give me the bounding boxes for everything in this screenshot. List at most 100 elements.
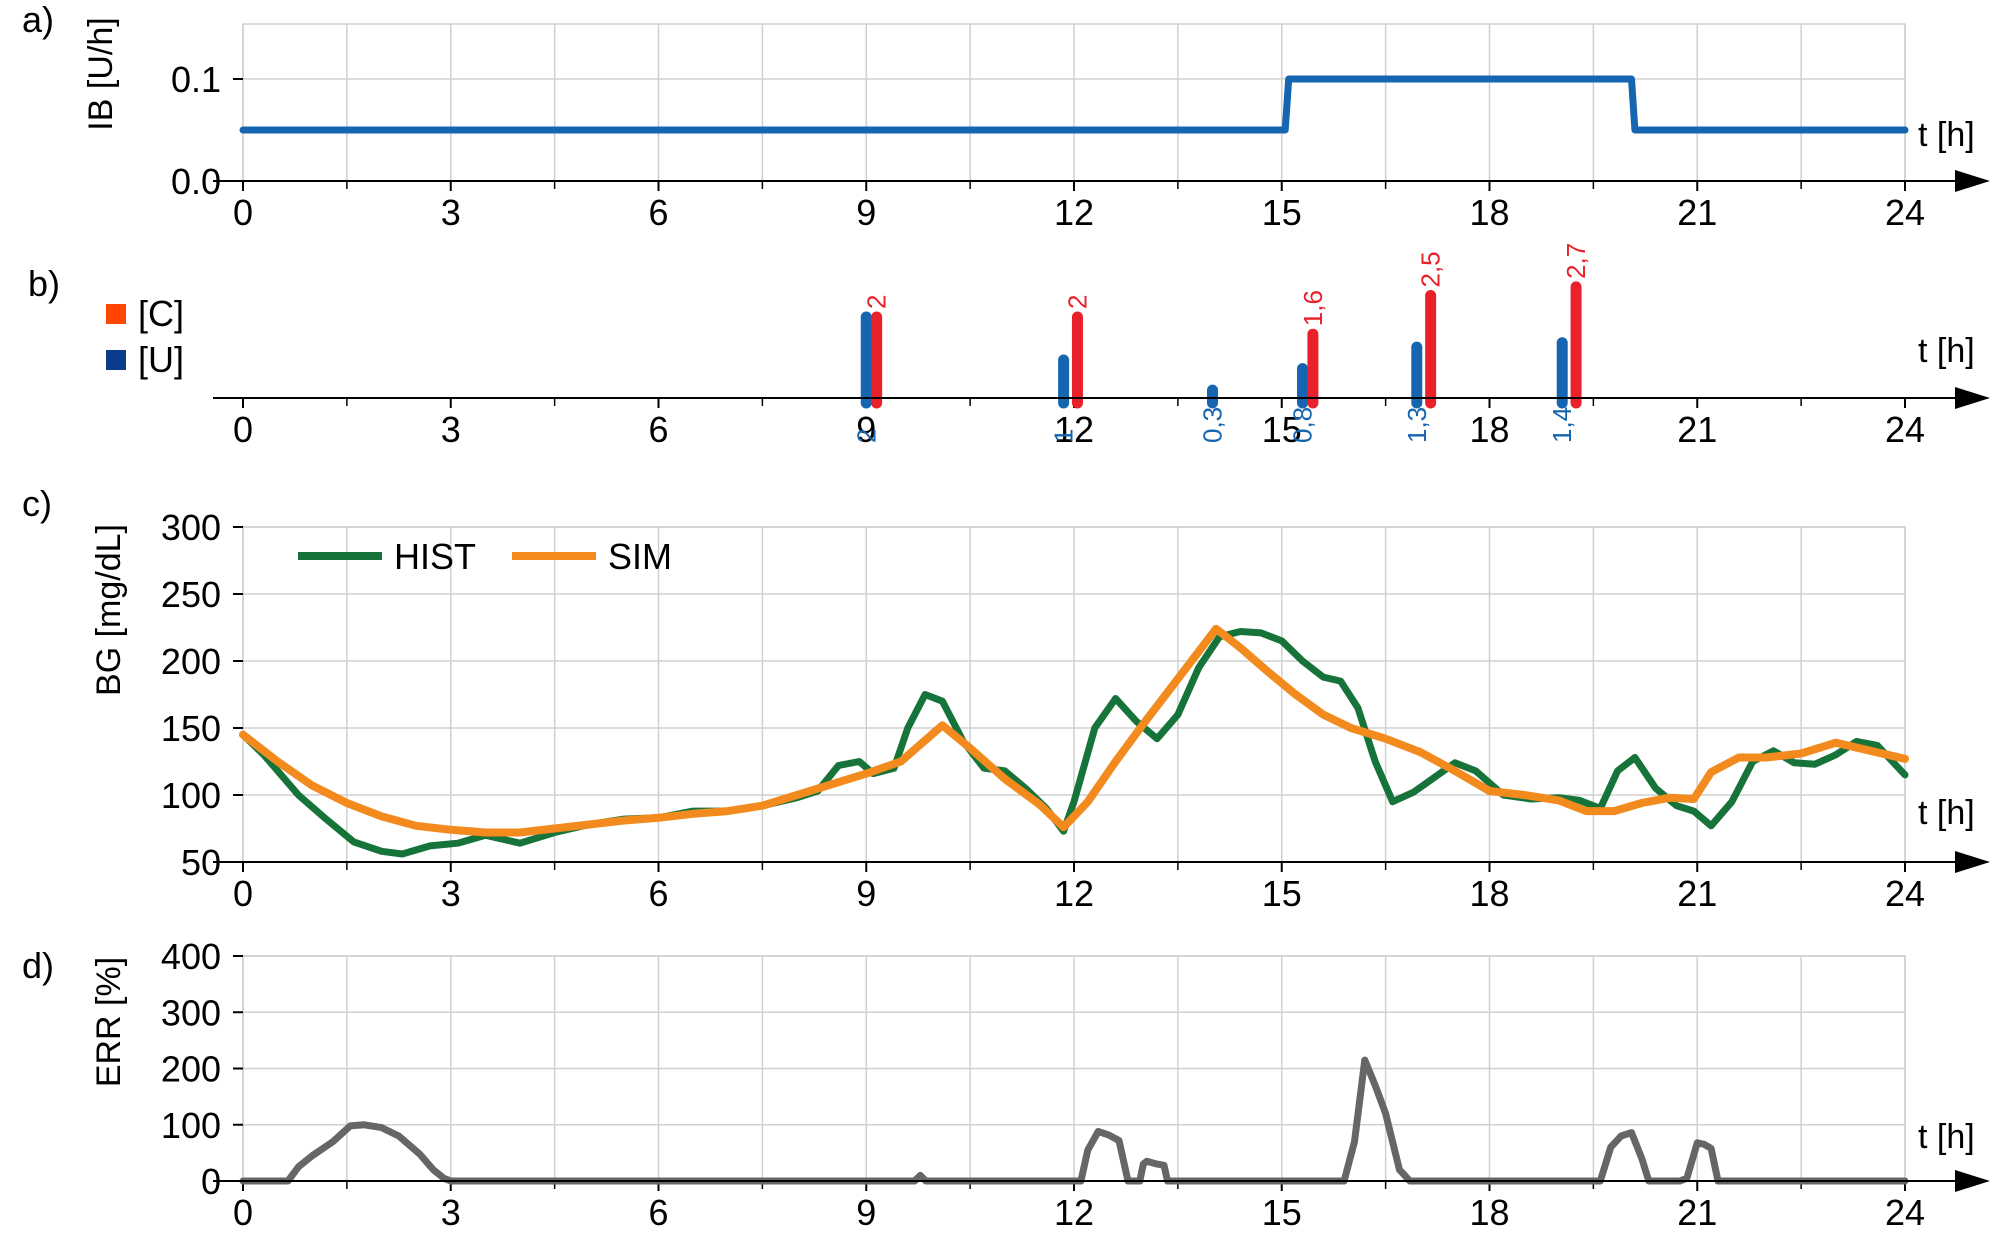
panel-d-xlabel: t [h] (1918, 1118, 1975, 1156)
panel-d-grid (242, 955, 1906, 1182)
carb-bar-label: 2,7 (1561, 243, 1591, 279)
panel-d-y-ticks: 0 100 200 300 400 (161, 936, 243, 1202)
panel-c-xlabel: t [h] (1918, 794, 1975, 832)
x-tick-label: 9 (856, 1192, 876, 1233)
panel-b-bars: 2 1 0,3 0,8 1,3 1,4 2 2 1,6 2,5 2,7 (851, 243, 1591, 443)
x-tick-label: 21 (1677, 192, 1717, 233)
x-tick-label: 18 (1469, 192, 1509, 233)
x-tick-label: 6 (648, 873, 668, 914)
insulin-bar-label: 1 (1049, 429, 1079, 443)
y-tick-label: 0.0 (171, 161, 221, 202)
x-tick-label: 9 (856, 873, 876, 914)
x-tick-label: 12 (1054, 409, 1094, 450)
panel-b-legend: [C] [U] (106, 293, 184, 380)
panel-a-ylabel: IB [U/h] (82, 17, 120, 130)
x-tick-label: 15 (1262, 409, 1302, 450)
panel-a-grid (242, 23, 1906, 182)
x-tick-label: 0 (233, 409, 253, 450)
panel-a-series (239, 75, 1909, 134)
x-tick-label: 12 (1054, 192, 1094, 233)
panel-a-y-ticks: 0.0 0.1 (171, 59, 243, 202)
carb-bar-label: 2,5 (1416, 251, 1446, 287)
err-line (239, 1056, 1909, 1185)
x-tick-label: 3 (441, 873, 461, 914)
y-tick-label: 200 (161, 641, 221, 682)
x-tick-label: 0 (233, 192, 253, 233)
x-tick-label: 21 (1677, 873, 1717, 914)
x-tick-label: 21 (1677, 409, 1717, 450)
panel-b-xlabel: t [h] (1918, 332, 1975, 370)
x-tick-label: 24 (1885, 1192, 1925, 1233)
legend-sim-label: SIM (608, 536, 672, 577)
panel-a-x-ticks: 0 3 6 9 12 15 18 21 24 (233, 181, 1925, 233)
panel-c-label: c) (22, 483, 52, 524)
panel-c-ylabel: BG [mg/dL] (90, 524, 128, 696)
y-tick-label: 250 (161, 574, 221, 615)
y-tick-label: 150 (161, 708, 221, 749)
panel-b: b) [C] [U] 0 3 6 9 12 15 18 21 24 2 1 0,3 0,8 1,3 1,4… (28, 243, 1990, 450)
x-tick-label: 12 (1054, 1192, 1094, 1233)
x-tick-label: 3 (441, 409, 461, 450)
x-tick-label: 9 (856, 192, 876, 233)
insulin-bar-label: 1,3 (1402, 407, 1432, 443)
panel-c-legend: HIST SIM (298, 536, 672, 577)
panel-b-label: b) (28, 263, 60, 304)
panel-d-ylabel: ERR [%] (90, 957, 128, 1087)
x-tick-label: 15 (1262, 192, 1302, 233)
x-tick-label: 3 (441, 192, 461, 233)
ib-line (239, 75, 1909, 134)
x-tick-label: 0 (233, 873, 253, 914)
x-tick-label: 24 (1885, 873, 1925, 914)
legend-insulin-swatch (106, 350, 126, 370)
legend-carbs-label: [C] (138, 293, 184, 334)
y-tick-label: 0.1 (171, 59, 221, 100)
legend-insulin-label: [U] (138, 339, 184, 380)
x-tick-label: 15 (1262, 1192, 1302, 1233)
x-tick-label: 6 (648, 409, 668, 450)
panel-b-x-axis (213, 387, 1990, 409)
panel-a: a) IB [U/h] 0.0 0.1 0 3 6 9 12 15 18 21 24 t [h] (22, 0, 1990, 233)
insulin-bar-label: 1,4 (1547, 407, 1577, 443)
x-tick-label: 9 (856, 409, 876, 450)
x-tick-label: 6 (648, 192, 668, 233)
panel-c-x-axis (213, 851, 1990, 873)
legend-hist-label: HIST (394, 536, 476, 577)
x-tick-label: 3 (441, 1192, 461, 1233)
insulin-bar-label: 2 (851, 429, 881, 443)
insulin-bar-label: 0,3 (1198, 407, 1228, 443)
panel-d-series (239, 1056, 1909, 1185)
y-tick-label: 0 (201, 1161, 221, 1202)
x-tick-label: 18 (1469, 873, 1509, 914)
carb-bar-label: 2 (862, 295, 892, 309)
panel-d-x-axis (213, 1170, 1990, 1192)
legend-carbs-swatch (106, 304, 126, 324)
y-tick-label: 400 (161, 936, 221, 977)
panel-b-x-ticks: 0 3 6 9 12 15 18 21 24 (233, 398, 1925, 450)
x-axis-arrow (1955, 1170, 1990, 1192)
x-axis-arrow (1955, 851, 1990, 873)
y-tick-label: 200 (161, 1049, 221, 1090)
panel-c-grid (242, 526, 1906, 863)
x-axis-arrow (1955, 387, 1990, 409)
x-tick-label: 15 (1262, 873, 1302, 914)
x-tick-label: 24 (1885, 192, 1925, 233)
panel-d-label: d) (22, 945, 54, 986)
x-tick-label: 21 (1677, 1192, 1717, 1233)
carb-bar-label: 2 (1062, 295, 1092, 309)
carb-bar-label: 1,6 (1298, 290, 1328, 326)
panel-d-x-ticks: 0 3 6 9 12 15 18 21 24 (233, 1181, 1925, 1233)
panel-c-series (239, 624, 1909, 858)
insulin-bar-label: 0,8 (1288, 407, 1318, 443)
y-tick-label: 100 (161, 775, 221, 816)
x-axis-arrow (1955, 170, 1990, 192)
x-tick-label: 0 (233, 1192, 253, 1233)
panel-a-label: a) (22, 0, 54, 40)
x-tick-label: 18 (1469, 409, 1509, 450)
sim-line (239, 624, 1909, 837)
y-tick-label: 300 (161, 507, 221, 548)
x-tick-label: 6 (648, 1192, 668, 1233)
